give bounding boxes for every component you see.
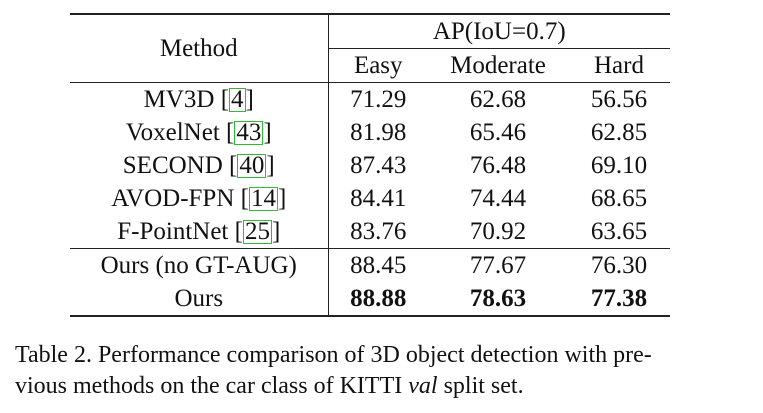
table-row-ours-no-aug: Ours (no GT-AUG) 88.45 77.67 76.30 (70, 248, 670, 282)
easy-cell: 87.43 (350, 152, 407, 179)
moderate-cell-best: 78.63 (428, 282, 568, 317)
method-cell: Ours (70, 282, 329, 317)
easy-cell: 81.98 (350, 119, 407, 146)
moderate-cell: 62.68 (428, 82, 568, 116)
header-row-group: Method AP(IoU=0.7) (70, 13, 670, 83)
citation-bracket: ] (277, 185, 287, 212)
citation-bracket: ] (263, 119, 272, 146)
moderate-cell: 76.48 (469, 152, 527, 179)
method-cell: F-PointNet [25] (70, 215, 329, 249)
table-row: AVOD-FPN [14] 84.41 74.44 68.65 (70, 182, 670, 215)
citation-link[interactable]: 25 (242, 218, 272, 245)
hard-cell-best: 77.38 (568, 282, 670, 317)
table-row: MV3D [4] 71.29 62.68 56.56 (70, 82, 670, 116)
easy-cell: 84.41 (350, 185, 407, 212)
citation-link[interactable]: 14 (248, 185, 278, 212)
method-name: F-PointNet [ (117, 218, 243, 245)
method-cell: AVOD-FPN [14] (70, 182, 329, 215)
method-name: MV3D [ (143, 86, 230, 113)
easy-cell: 88.45 (328, 248, 428, 282)
moderate-column-header: Moderate (450, 52, 546, 79)
citation-bracket: ] (245, 86, 254, 113)
hard-cell: 68.65 (590, 185, 648, 212)
method-cell: MV3D [4] (70, 82, 329, 116)
table-row: VoxelNet [43] 81.98 65.46 62.85 (70, 116, 670, 149)
caption-text-end: split set. (437, 373, 524, 399)
citation-link[interactable]: 43 (234, 119, 264, 146)
hard-column-header: Hard (594, 52, 644, 79)
moderate-cell: 70.92 (469, 218, 527, 245)
citation-bracket: ] (271, 218, 281, 245)
moderate-cell: 77.67 (428, 248, 568, 282)
method-name: SECOND [ (122, 152, 238, 179)
caption-text: vious methods on the car class of KITTI (15, 373, 409, 399)
caption-line-2: vious methods on the car class of KITTI … (15, 371, 750, 402)
hard-cell: 63.65 (590, 218, 648, 245)
ap-group-header: AP(IoU=0.7) (328, 13, 670, 49)
citation-link[interactable]: 4 (229, 86, 246, 113)
method-name: VoxelNet [ (125, 119, 235, 146)
method-column-header: Method (70, 13, 329, 83)
method-cell: SECOND [40] (70, 149, 329, 182)
citation-bracket: ] (266, 152, 275, 179)
results-table-container: Method AP(IoU=0.7) Easy Moderate Hard MV… (70, 13, 670, 317)
moderate-cell: 65.46 (469, 119, 527, 146)
table-row: SECOND [40] 87.43 76.48 69.10 (70, 149, 670, 182)
hard-cell: 69.10 (590, 152, 648, 179)
easy-column-header: Easy (353, 52, 403, 79)
caption-italic-val: val (408, 373, 438, 399)
citation-link[interactable]: 40 (237, 152, 267, 179)
easy-cell: 83.76 (350, 218, 407, 245)
moderate-cell: 74.44 (469, 185, 527, 212)
hard-cell: 56.56 (568, 82, 670, 116)
method-name: AVOD-FPN [ (111, 185, 249, 212)
easy-cell: 71.29 (328, 82, 428, 116)
hard-cell: 76.30 (568, 248, 670, 282)
table-row-ours: Ours 88.88 78.63 77.38 (70, 282, 670, 317)
table-row: F-PointNet [25] 83.76 70.92 63.65 (70, 215, 670, 249)
easy-cell-best: 88.88 (328, 282, 428, 317)
method-cell: VoxelNet [43] (70, 116, 329, 149)
method-cell: Ours (no GT-AUG) (70, 248, 329, 282)
table-caption: Table 2. Performance comparison of 3D ob… (15, 340, 750, 402)
results-table: Method AP(IoU=0.7) Easy Moderate Hard MV… (70, 13, 670, 317)
caption-line-1: Table 2. Performance comparison of 3D ob… (15, 342, 652, 368)
hard-cell: 62.85 (590, 119, 648, 146)
header-row-columns: Easy Moderate Hard (70, 49, 670, 83)
